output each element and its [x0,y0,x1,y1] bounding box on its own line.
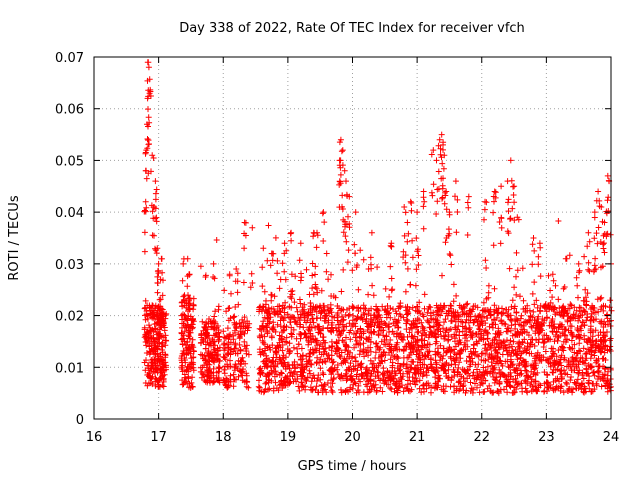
scatter-point-high [322,250,332,319]
scatter-point-high [342,178,351,245]
x-tick-label: 24 [603,430,620,445]
scatter-point-high [428,147,437,199]
scatter-point-high [232,266,241,331]
y-axis-label: ROTI / TECUs [7,195,22,280]
scatter-point-high [464,193,472,238]
scatter-point-high [404,219,412,272]
scatter-point-high [513,214,522,280]
scatter-point-high [247,224,256,291]
scatter-point-high [339,147,346,212]
scatter-point-high [597,204,606,271]
x-tick-label: 18 [215,430,232,445]
scatter-point-high [413,209,422,273]
x-tick-label: 20 [344,430,361,445]
data-points [141,59,615,397]
scatter-point-high [225,271,234,312]
scatter-point-high [186,271,194,336]
scatter-point-high [584,229,593,297]
scatter-point-high [445,209,454,259]
scatter-point-high [400,204,409,266]
scatter-point-high [281,240,290,306]
scatter-point-high [158,255,166,313]
scatter-point-high [259,245,268,295]
scatter-point-high [152,178,160,225]
scatter-point-high [142,121,152,177]
scatter-point-high [148,152,157,209]
scatter-point-high [287,229,296,298]
scatter-point-high [336,136,345,185]
scatter-point-high [481,198,490,264]
scatter-point-high [574,260,583,321]
scatter-point-high [240,219,249,286]
scatter-point-high [590,209,599,275]
scatter-point-high [145,90,154,147]
y-tick-label: 0.04 [55,206,84,221]
y-tick-label: 0.02 [55,310,84,325]
scatter-point-high [548,271,558,332]
scatter-point-high [407,198,416,244]
x-tick-label: 16 [86,430,103,445]
y-tick-label: 0.05 [55,154,84,169]
scatter-point-high [144,64,154,95]
scatter-point-high [452,178,461,236]
scatter-point-high [535,240,544,280]
scatter-point-high [561,255,571,324]
scatter-point-high [156,276,165,340]
x-tick-label: 22 [473,430,490,445]
scatter-point-high [439,152,448,207]
scatter-point-high [496,183,505,247]
scatter-point-high [507,157,516,222]
scatter-point-high [149,204,159,239]
y-tick-label: 0.01 [55,361,84,376]
scatter-point-high [154,260,163,303]
scatter-point-high [345,193,353,254]
x-tick-label: 17 [150,430,167,445]
y-tick-label: 0.03 [55,258,84,273]
scatter-point-high [367,229,376,289]
scatter-point-high [581,286,589,329]
scatter-point-high [319,209,328,244]
scatter-point-high [504,178,512,237]
x-tick-label: 23 [538,430,555,445]
y-tick-label: 0 [76,413,84,428]
scatter-point-high [529,235,538,297]
x-axis-label: GPS time / hours [298,459,407,474]
y-tick-label: 0.06 [55,103,84,118]
scatter-point-high [210,260,219,325]
scatter-point-high [296,240,305,307]
chart-title: Day 338 of 2022, Rate Of TEC Index for r… [179,21,525,36]
scatter-point-high [420,188,428,232]
scatter-point-high [387,240,396,294]
scatter-point-high [351,209,361,271]
axis-ticks: 16 17 18 19 20 21 22 23 24 0 0.01 0.02 0.03 0.04 0.05 0… [55,51,619,445]
scatter-point-high [312,229,321,291]
scatter-point-high [490,188,499,249]
scatter-point-high [442,188,450,246]
scatter-point-high [268,250,277,299]
x-tick-label: 21 [409,430,426,445]
scatter-point-high [510,183,518,224]
scatter-point-high [593,188,603,247]
y-tick-label: 0.07 [55,51,84,66]
x-tick-label: 19 [280,430,297,445]
